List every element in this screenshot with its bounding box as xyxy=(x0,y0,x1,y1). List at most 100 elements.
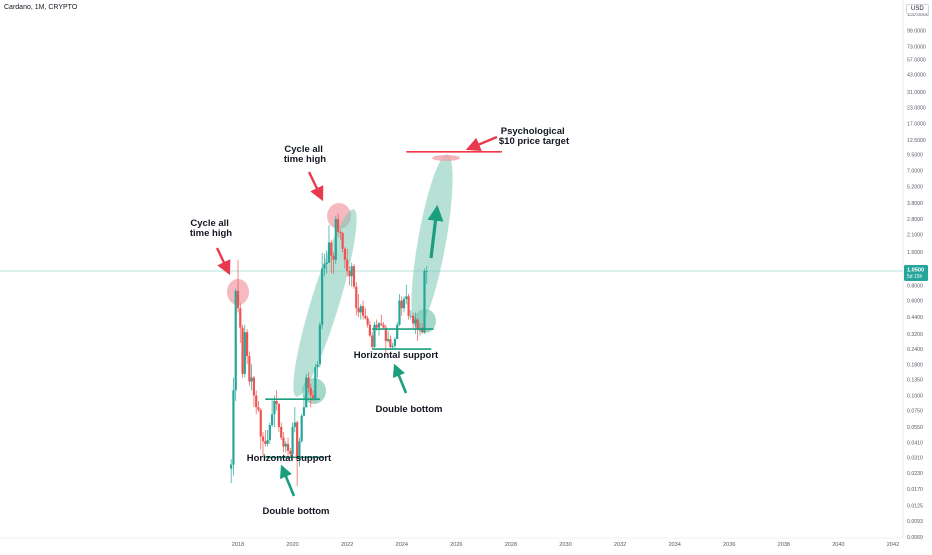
candle-body xyxy=(377,323,381,328)
candle-body xyxy=(275,400,278,404)
candle-body xyxy=(252,377,256,396)
x-tick-label: 2034 xyxy=(668,542,680,548)
candle xyxy=(314,364,317,401)
candle-body xyxy=(321,268,324,325)
candle-body xyxy=(412,315,415,324)
candle-body xyxy=(248,356,251,382)
annotation-labels: Cycle all time high Cycle all time high … xyxy=(190,126,570,517)
y-tick-label: 12.5000 xyxy=(907,138,926,144)
candle-body xyxy=(350,266,353,277)
candle xyxy=(366,315,369,328)
candle-body xyxy=(284,443,287,447)
support1-label: Horizontal support xyxy=(247,453,332,464)
currency-button[interactable]: USD xyxy=(906,4,929,14)
candle xyxy=(273,395,276,427)
y-tick-label: 0.0125 xyxy=(907,503,923,509)
candle xyxy=(414,312,417,334)
candle-body xyxy=(343,248,346,260)
candle xyxy=(250,364,253,391)
candle-body xyxy=(298,441,301,460)
candle xyxy=(271,399,274,427)
candle-body xyxy=(323,263,326,269)
candle xyxy=(357,293,360,318)
y-tick-label: 43.0000 xyxy=(907,73,926,79)
target-label-line1: Psychological xyxy=(501,126,565,137)
candle xyxy=(307,372,310,393)
candle xyxy=(368,320,372,338)
candle-body xyxy=(230,464,233,469)
candle-body xyxy=(389,339,392,347)
y-tick-label: 0.3200 xyxy=(907,332,923,338)
candle xyxy=(407,293,410,320)
candle xyxy=(398,293,401,327)
candle-body xyxy=(409,315,412,317)
candle-body xyxy=(316,364,319,368)
candle-body xyxy=(257,407,260,410)
candle-body xyxy=(318,324,321,365)
ath1-label: Cycle all time high xyxy=(190,218,232,239)
candle xyxy=(327,225,331,264)
target-highlight xyxy=(432,155,460,161)
candle xyxy=(243,324,246,378)
candle-body xyxy=(352,266,356,287)
candle-body xyxy=(346,259,349,271)
candle xyxy=(296,420,299,487)
candle-body xyxy=(309,387,312,396)
x-tick-label: 2022 xyxy=(341,542,353,548)
candle xyxy=(382,322,385,330)
x-tick-label: 2032 xyxy=(614,542,626,548)
y-tick-label: 57.0000 xyxy=(907,58,926,64)
candle-body xyxy=(348,271,351,277)
y-tick-label: 0.6000 xyxy=(907,299,923,305)
candle xyxy=(248,351,251,386)
candle-body xyxy=(407,296,410,316)
candle-body xyxy=(296,422,299,460)
price-tag-countdown: 5d 15h xyxy=(907,274,923,280)
y-tick-label: 135.0000 xyxy=(907,12,929,18)
x-tick-label: 2042 xyxy=(887,542,899,548)
candle-body xyxy=(234,290,237,391)
candle xyxy=(236,259,240,313)
x-tick-label: 2040 xyxy=(832,542,844,548)
candle xyxy=(277,402,281,433)
ath2-label-line1: Cycle all xyxy=(284,144,323,155)
candle-body xyxy=(339,231,342,234)
candle-body xyxy=(361,306,365,316)
candle-body xyxy=(341,233,344,249)
candle xyxy=(257,400,260,413)
y-tick-label: 0.0410 xyxy=(907,441,923,447)
price-axis[interactable]: 135.0000 99.0000 73.0000 57.0000 43.0000 31.0… xyxy=(907,12,929,541)
candle xyxy=(330,239,333,274)
candle-body xyxy=(302,407,306,416)
candle xyxy=(280,422,283,441)
y-tick-label: 7.0000 xyxy=(907,169,923,175)
x-tick-label: 2036 xyxy=(723,542,735,548)
candle-body xyxy=(305,377,308,408)
x-tick-label: 2030 xyxy=(559,542,571,548)
candle xyxy=(387,330,390,343)
bull-run-ellipse-1 xyxy=(293,209,357,397)
candle-body xyxy=(387,339,390,341)
breakout-arrow xyxy=(427,204,444,259)
y-tick-label: 73.0000 xyxy=(907,45,926,51)
ath2-arrow xyxy=(307,171,324,202)
time-axis[interactable]: 2018 2020 2022 2024 2026 2028 2030 2032 2034 2036… xyxy=(0,537,903,548)
x-tick-label: 2038 xyxy=(778,542,790,548)
candle-body xyxy=(336,219,340,232)
candle xyxy=(346,248,349,277)
y-tick-label: 9.5000 xyxy=(907,153,923,159)
y-tick-label: 2.8000 xyxy=(907,217,923,223)
current-price-tag: 1.0500 5d 15h xyxy=(904,265,928,281)
candle xyxy=(264,429,267,447)
y-tick-label: 0.8000 xyxy=(907,283,923,289)
candle-body xyxy=(245,332,249,357)
candle xyxy=(259,408,262,450)
candle-body xyxy=(277,403,281,427)
target-arrow xyxy=(465,135,498,152)
candle xyxy=(409,310,412,320)
y-tick-label: 23.0000 xyxy=(907,106,926,112)
candle xyxy=(339,229,342,240)
y-tick-label: 0.1800 xyxy=(907,362,923,368)
price-tag-value: 1.0500 xyxy=(907,268,924,274)
